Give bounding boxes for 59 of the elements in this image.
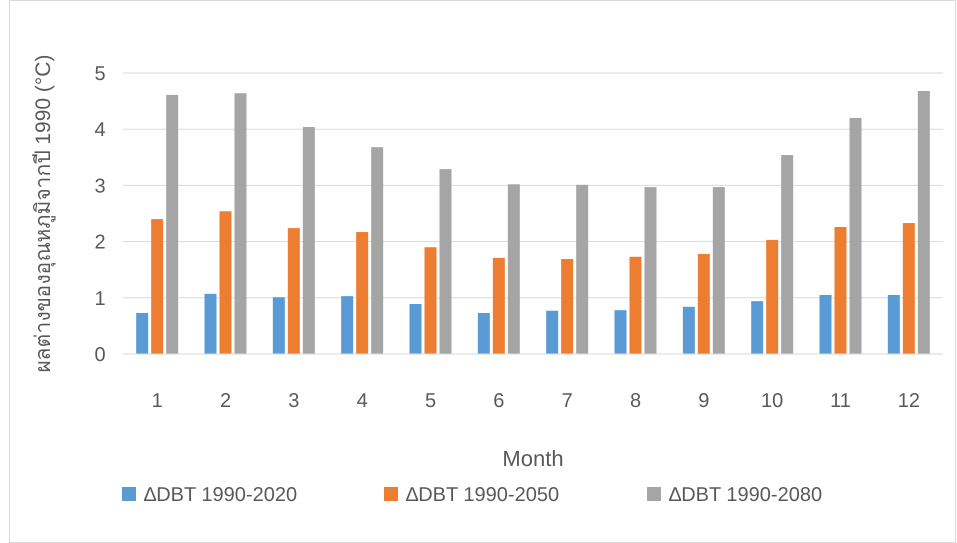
y-tick-label: 5 [94, 63, 106, 85]
x-tick-label: 2 [220, 390, 232, 412]
x-tick-label: 3 [288, 390, 300, 412]
bar [766, 240, 778, 354]
y-tick-label: 2 [94, 232, 106, 254]
y-tick-label: 0 [94, 344, 106, 366]
bar [151, 219, 164, 354]
bar [682, 306, 695, 354]
bar [888, 294, 900, 354]
legend-label: ∆DBT 1990-2050 [406, 484, 560, 506]
x-tick-label: 10 [761, 390, 784, 412]
y-tick-label: 3 [94, 175, 106, 198]
x-tick-label: 9 [698, 390, 710, 412]
bar [644, 187, 656, 354]
x-tick-label: 5 [424, 390, 436, 412]
bar [371, 147, 384, 354]
legend-label: ∆DBT 1990-2080 [669, 484, 822, 506]
x-tick-label: 11 [830, 390, 851, 412]
y-axis-title: ผลต่างของอุณหภูมิจากปี 1990 (°C) [32, 54, 56, 372]
bar [166, 94, 178, 354]
bar [288, 228, 300, 354]
x-tick-label: 8 [630, 390, 642, 412]
x-axis-title: Month [502, 446, 564, 471]
bar [234, 93, 246, 354]
bar [440, 169, 452, 354]
bar [614, 310, 626, 354]
bar [561, 259, 574, 354]
x-tick-label: 7 [562, 390, 573, 412]
bar [341, 296, 354, 354]
bar [410, 304, 422, 354]
x-tick-label: 12 [898, 390, 920, 412]
bar [918, 90, 930, 354]
x-tick-label: 6 [493, 390, 504, 412]
bar [424, 247, 436, 354]
bar [751, 301, 764, 354]
legend-label: ∆DBT 1990-2020 [144, 484, 298, 506]
bar [698, 254, 710, 354]
bar [546, 310, 558, 354]
y-tick-label: 4 [94, 119, 106, 142]
bar [820, 294, 832, 354]
bar [712, 187, 725, 354]
bar [630, 256, 642, 354]
x-tick-label: 1 [152, 390, 163, 412]
bar [781, 155, 794, 354]
bar [492, 258, 505, 354]
bar [508, 184, 520, 354]
bar [302, 126, 315, 354]
bar [204, 294, 216, 354]
bar [478, 312, 490, 354]
bar [220, 211, 232, 354]
bar [576, 184, 588, 354]
bar [272, 297, 285, 354]
bar [902, 223, 915, 354]
bar [136, 312, 148, 354]
y-tick-label: 1 [94, 288, 106, 310]
bar [356, 232, 368, 354]
bar [850, 118, 862, 354]
bar [834, 226, 846, 354]
x-tick-label: 4 [356, 390, 368, 412]
